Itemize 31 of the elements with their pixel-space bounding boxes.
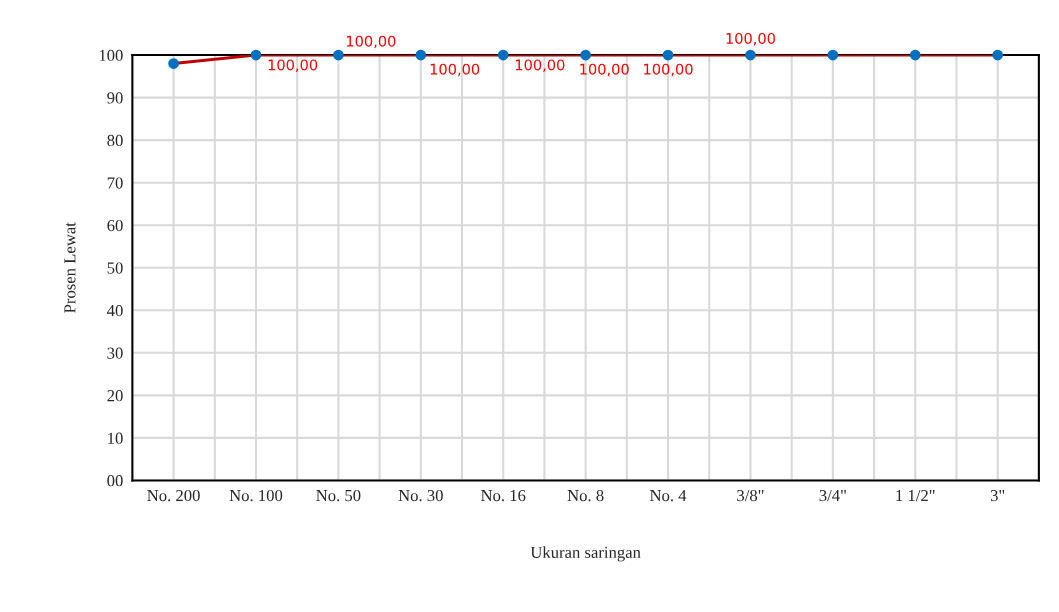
x-tick-label: No. 8 — [567, 489, 604, 502]
x-tick-label: No. 30 — [398, 489, 443, 502]
data-label: 100,00 — [726, 32, 775, 46]
y-tick-label: 80 — [107, 134, 123, 147]
data-label: 100,00 — [268, 59, 318, 72]
x-tick-label: No. 50 — [316, 489, 361, 502]
x-tick-label: 1 1/2" — [896, 489, 935, 502]
x-tick-label: No. 4 — [650, 490, 687, 502]
y-axis-title: Prosen Lewat — [64, 222, 76, 313]
data-label: 100,00 — [580, 63, 629, 77]
x-tick-label: No. 200 — [147, 489, 200, 502]
x-tick-label: 3" — [990, 489, 1005, 502]
y-tick-label: 100 — [99, 49, 123, 62]
x-tick-label: 3/4" — [819, 489, 846, 502]
data-label: 100,00 — [644, 63, 693, 77]
data-label: 100,00 — [430, 63, 480, 77]
x-axis-title: Ukuran saringan — [530, 546, 641, 562]
data-label: 100,00 — [515, 59, 565, 72]
y-tick-label: 90 — [107, 92, 123, 104]
y-tick-label: 50 — [107, 262, 123, 274]
x-tick-label: 3/8" — [737, 489, 764, 502]
x-tick-label: No. 100 — [229, 489, 283, 502]
y-tick-label: 70 — [107, 177, 123, 189]
y-tick-label: 30 — [107, 347, 123, 359]
y-tick-label: 10 — [108, 432, 123, 444]
y-tick-label: 20 — [107, 390, 123, 402]
data-label: 100,00 — [346, 35, 396, 49]
y-tick-label: 40 — [107, 304, 123, 317]
y-tick-label: 60 — [107, 219, 123, 232]
y-tick-label: 00 — [107, 475, 123, 487]
x-tick-label: No. 16 — [481, 489, 526, 502]
